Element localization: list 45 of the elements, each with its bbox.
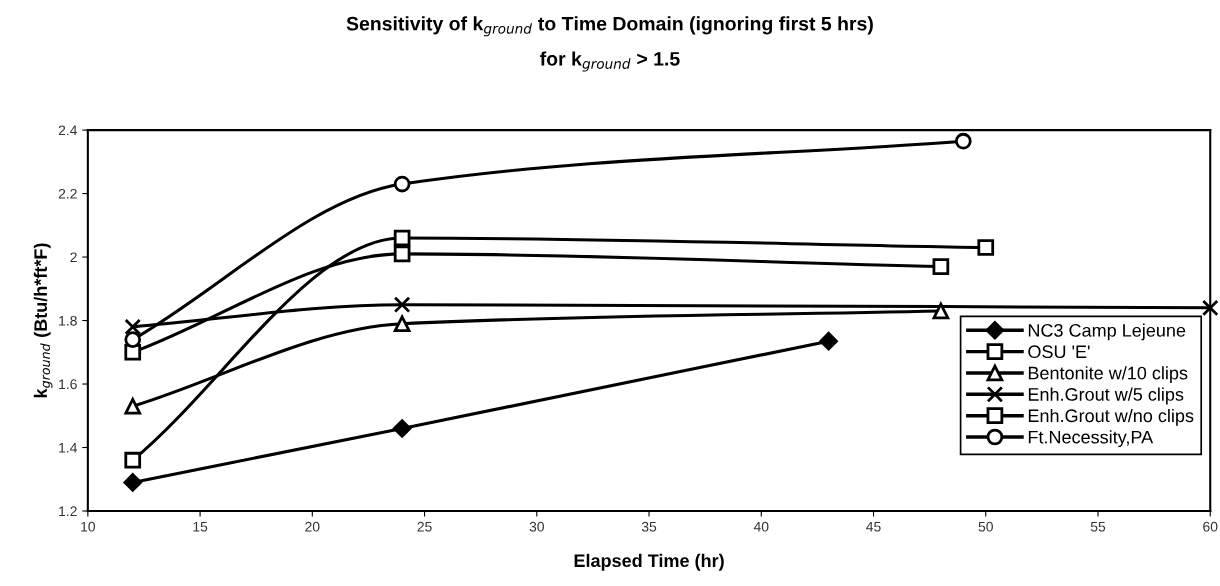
x-tick-label: 10 <box>81 521 96 532</box>
point <box>393 229 411 247</box>
point <box>819 331 838 351</box>
x-tick-label: 30 <box>529 521 544 532</box>
point <box>124 331 142 348</box>
x-tick-label: 60 <box>1203 521 1218 532</box>
point <box>954 132 972 150</box>
chart-title: Sensitivity of k$_{ground}$ to Time Domain (ignoring first 5 hrs) <box>346 16 873 37</box>
x-axis-title: Elapsed Time (hr) <box>574 553 724 571</box>
x-tick-label: 55 <box>1090 521 1106 532</box>
y-tick-label: 1.6 <box>59 379 77 390</box>
x-tick-label: 40 <box>753 521 769 532</box>
legend-label: NC3 Camp Lejeune <box>1028 323 1186 341</box>
y-tick-label: 2 <box>70 252 77 263</box>
x-tick-label: 35 <box>641 521 657 532</box>
x-tick-label: 45 <box>866 521 881 532</box>
point <box>393 175 411 193</box>
point <box>932 302 950 320</box>
y-tick-label: 1.8 <box>59 315 77 326</box>
x-tick-label: 25 <box>417 521 432 532</box>
legend-label: Enh.Grout w/5 clips <box>1028 387 1184 405</box>
x-tick-label: 15 <box>193 521 208 532</box>
y-tick-label: 1.4 <box>59 442 78 453</box>
point <box>1201 299 1219 317</box>
point <box>932 258 950 275</box>
y-tick-label: 2.2 <box>58 188 77 199</box>
legend-label: OSU 'E' <box>1028 345 1090 359</box>
point <box>124 451 142 469</box>
x-tick-label: 20 <box>305 521 320 532</box>
point <box>393 296 411 314</box>
point <box>393 245 411 263</box>
y-tick-label: 2.4 <box>58 125 78 136</box>
legend-label: Ft.Necessity,PA <box>1028 430 1154 448</box>
point <box>393 315 411 333</box>
point <box>124 397 142 415</box>
point <box>123 473 142 492</box>
point <box>392 419 412 438</box>
legend-label: Bentonite w/10 clips <box>1028 366 1188 384</box>
chart-subtitle: for k$_{ground}$ > 1.5 <box>540 51 680 72</box>
legend-label: Enh.Grout w/no clips <box>1028 408 1194 426</box>
x-tick-label: 50 <box>978 521 993 532</box>
y-tick-label: 1.2 <box>59 506 77 517</box>
point <box>124 318 142 336</box>
y-axis-title: k$_{ground}$ (Btu/h*ft*F) <box>33 243 53 398</box>
point <box>977 239 995 256</box>
